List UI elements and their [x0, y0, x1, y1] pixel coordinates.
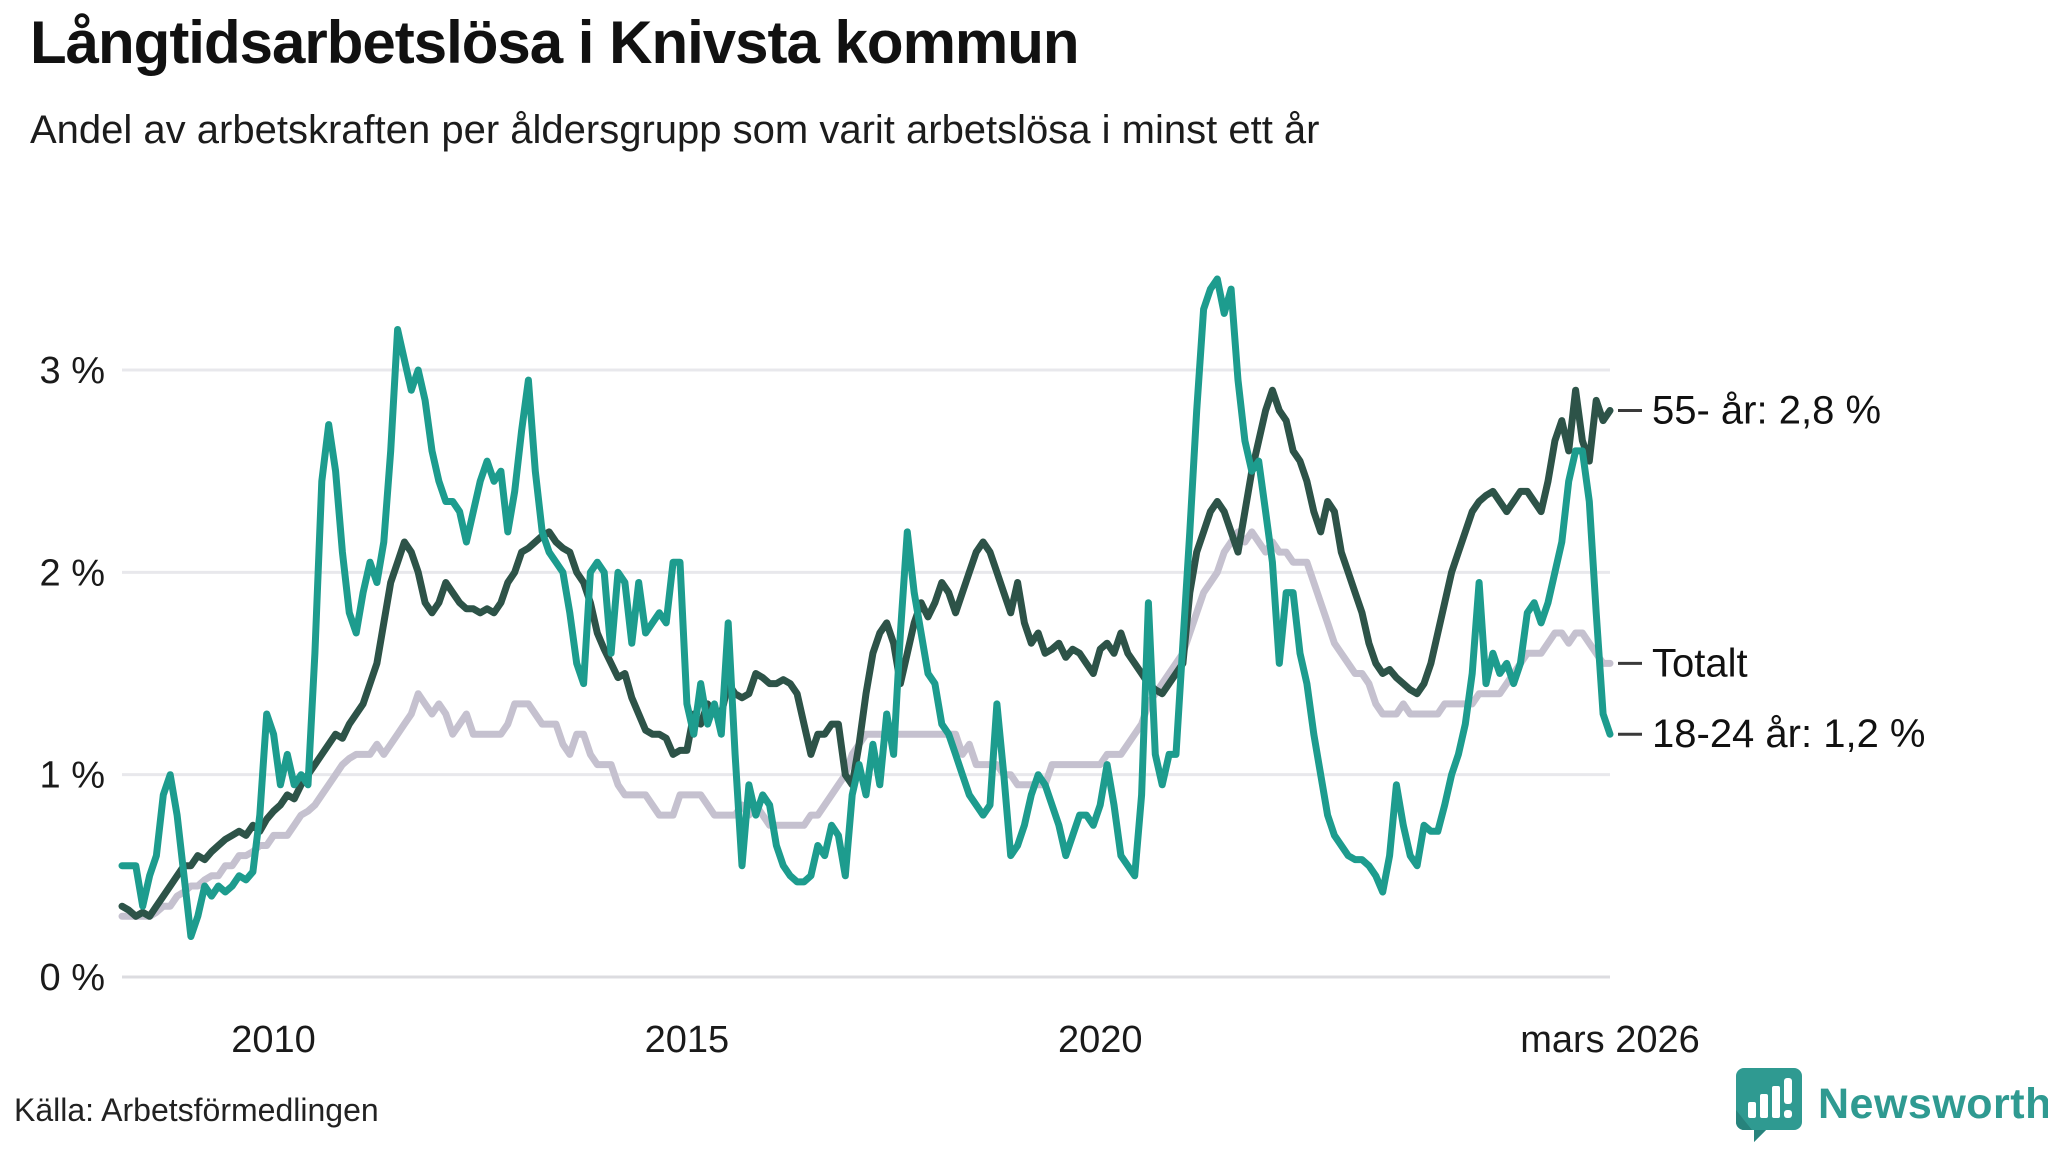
x-tick-label: 2010: [231, 1019, 316, 1061]
y-tick-label: 3 %: [40, 350, 105, 392]
series-line-55plus: [118, 386, 1614, 920]
x-tick-label: 2015: [645, 1019, 730, 1061]
series-end-label-totalt: Totalt: [1652, 641, 1748, 685]
brand-name: Newsworthy: [1818, 1079, 2048, 1128]
series-end-label-18-24: 18-24 år: 1,2 %: [1652, 712, 1926, 756]
brand-logo: Newsworthy: [1734, 1066, 2048, 1142]
gridlines: [122, 368, 1610, 979]
series-end-labels: Totalt 55- år: 2,8 % 18-24 år: 1,2 %: [1618, 388, 1926, 756]
chart-subtitle: Andel av arbetskraften per åldersgrupp s…: [30, 108, 1320, 152]
x-tick-label: 2020: [1058, 1019, 1143, 1061]
x-axis-labels: 2010 2015 2020 mars 2026: [231, 1019, 1699, 1061]
series-line-totalt: [118, 528, 1614, 920]
y-tick-label: 2 %: [40, 552, 105, 594]
source-note: Källa: Arbetsförmedlingen: [14, 1092, 379, 1128]
series-end-label-55plus: 55- år: 2,8 %: [1652, 388, 1881, 432]
y-tick-label: 0 %: [40, 957, 105, 999]
y-tick-label: 1 %: [40, 755, 105, 797]
series-line-18-24: [118, 275, 1614, 940]
chart-title: Långtidsarbetslösa i Knivsta kommun: [30, 9, 1080, 76]
x-tick-label: mars 2026: [1520, 1019, 1700, 1061]
y-axis-labels: 0 % 1 % 2 % 3 %: [40, 350, 105, 999]
newsworthy-icon: [1736, 1068, 1802, 1142]
